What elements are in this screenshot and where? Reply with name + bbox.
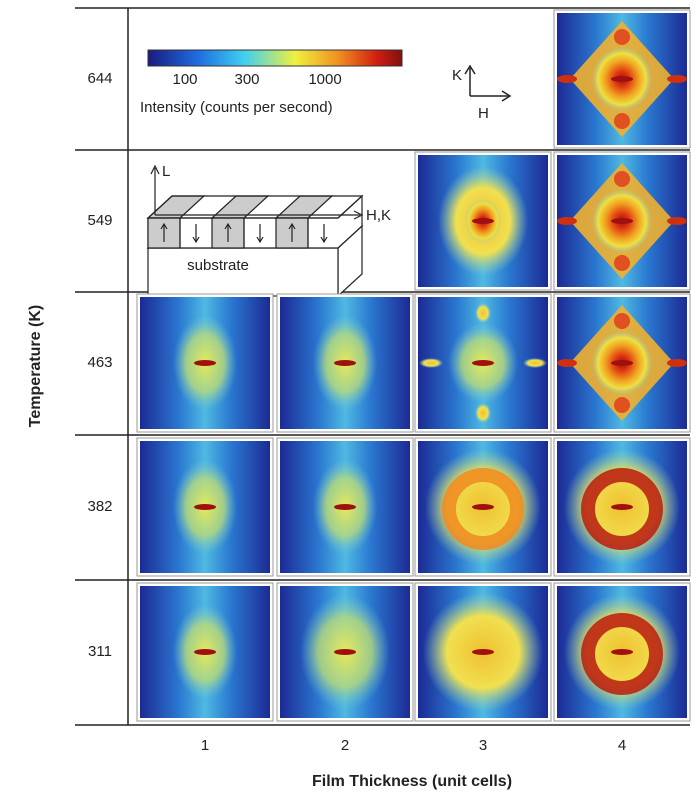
intensity-region bbox=[611, 360, 633, 366]
temperature-label: 311 bbox=[88, 643, 112, 660]
colorbar-tick: 300 bbox=[234, 71, 259, 88]
intensity-region bbox=[194, 360, 216, 366]
intensity-region bbox=[472, 360, 494, 366]
figure: Temperature (K) Film Thickness (unit cel… bbox=[0, 0, 697, 800]
intensity-region bbox=[334, 504, 356, 510]
intensity-region bbox=[194, 649, 216, 655]
colorbar-tick: 100 bbox=[172, 71, 197, 88]
colorbar-label: Intensity (counts per second) bbox=[140, 99, 333, 116]
intensity-region bbox=[614, 313, 630, 329]
intensity-region bbox=[557, 217, 577, 225]
substrate-label: substrate bbox=[187, 257, 249, 274]
intensity-region bbox=[614, 113, 630, 129]
intensity-region bbox=[472, 649, 494, 655]
diffraction-panel bbox=[554, 438, 690, 576]
axis-hk: H,K bbox=[366, 207, 391, 224]
intensity-region bbox=[611, 649, 633, 655]
intensity-region bbox=[667, 217, 687, 225]
intensity-region bbox=[475, 303, 491, 323]
intensity-region bbox=[334, 649, 356, 655]
intensity-region bbox=[557, 75, 577, 83]
intensity-region bbox=[614, 29, 630, 45]
intensity-region bbox=[475, 403, 491, 423]
axis-k: K bbox=[452, 67, 462, 84]
intensity-region bbox=[667, 359, 687, 367]
intensity-region bbox=[523, 358, 547, 368]
thickness-label: 4 bbox=[618, 737, 626, 754]
diffraction-panel bbox=[277, 438, 413, 576]
diffraction-panel bbox=[277, 583, 413, 721]
temperature-label: 463 bbox=[87, 354, 112, 371]
diffraction-panel bbox=[415, 294, 551, 432]
axis-h: H bbox=[478, 105, 489, 122]
colorbar bbox=[148, 50, 402, 66]
diffraction-panel bbox=[554, 152, 690, 290]
film-diagram bbox=[148, 166, 362, 296]
intensity-region bbox=[472, 504, 494, 510]
axes-inset bbox=[465, 66, 510, 101]
temperature-label: 549 bbox=[87, 212, 112, 229]
temperature-label: 382 bbox=[87, 498, 112, 515]
diffraction-panel bbox=[415, 438, 551, 576]
diffraction-panel bbox=[415, 583, 551, 721]
diffraction-panel bbox=[415, 152, 551, 290]
intensity-region bbox=[611, 218, 633, 224]
diffraction-panel bbox=[554, 294, 690, 432]
diffraction-panel bbox=[554, 10, 690, 148]
intensity-region bbox=[611, 504, 633, 510]
diffraction-panel bbox=[137, 438, 273, 576]
intensity-region bbox=[194, 504, 216, 510]
diffraction-panel bbox=[137, 583, 273, 721]
intensity-region bbox=[334, 360, 356, 366]
intensity-region bbox=[472, 218, 494, 224]
axis-l: L bbox=[162, 163, 170, 180]
intensity-region bbox=[557, 359, 577, 367]
intensity-region bbox=[667, 75, 687, 83]
page: Temperature (K) Film Thickness (unit cel… bbox=[0, 0, 697, 800]
thickness-label: 2 bbox=[341, 737, 349, 754]
y-axis-label: Temperature (K) bbox=[27, 305, 44, 427]
diffraction-panel bbox=[137, 294, 273, 432]
thickness-label: 1 bbox=[201, 737, 209, 754]
intensity-region bbox=[614, 255, 630, 271]
intensity-region bbox=[419, 358, 443, 368]
diffraction-panel bbox=[277, 294, 413, 432]
intensity-region bbox=[611, 76, 633, 82]
colorbar-tick: 1000 bbox=[308, 71, 341, 88]
intensity-region bbox=[614, 397, 630, 413]
thickness-label: 3 bbox=[479, 737, 487, 754]
intensity-region bbox=[614, 171, 630, 187]
x-axis-label: Film Thickness (unit cells) bbox=[312, 773, 512, 790]
temperature-label: 644 bbox=[87, 70, 112, 87]
diffraction-panel bbox=[554, 583, 690, 721]
